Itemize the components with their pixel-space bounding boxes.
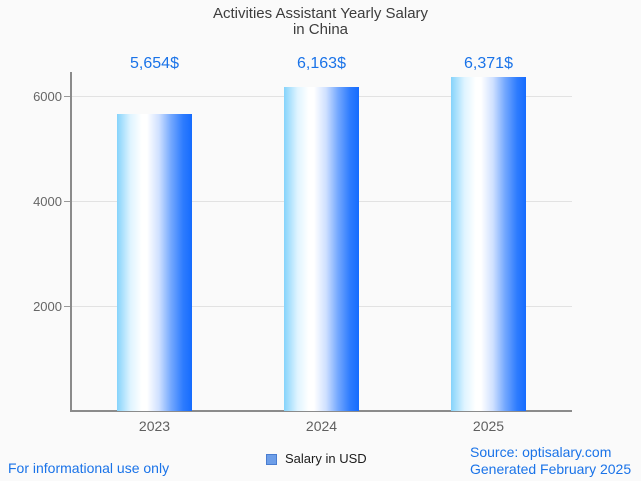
bar-2023 [117,114,192,411]
x-tick-label-2025: 2025 [472,418,505,434]
x-axis-line [70,410,572,412]
value-label-2024: 6,163$ [297,55,346,72]
footer-generated-line: Generated February 2025 [470,461,632,477]
value-label-2023: 5,654$ [130,55,179,72]
y-axis-line [70,72,72,411]
value-label-2025: 6,371$ [464,55,513,72]
chart-title: Activities Assistant Yearly Salary in Ch… [0,6,641,38]
chart-title-line1: Activities Assistant Yearly Salary [212,5,429,22]
legend: Salary in USD [266,452,367,466]
y-tick-label-2000: 2000 [33,299,62,314]
bar-2024 [284,87,359,411]
y-tick-mark-2000 [64,306,70,307]
footer-source-line: Source: optisalary.com [470,444,612,460]
y-tick-mark-4000 [64,201,70,202]
footer-source: Source: optisalary.com Generated Februar… [470,444,631,478]
y-tick-label-4000: 4000 [33,194,62,209]
chart-title-line2: in China [292,21,349,38]
bar-2025 [451,76,526,411]
footer-disclaimer: For informational use only [8,460,170,476]
y-tick-mark-6000 [64,96,70,97]
legend-label: Salary in USD [285,451,367,466]
legend-marker-icon [266,453,277,465]
y-tick-label-6000: 6000 [33,89,62,104]
x-tick-label-2023: 2023 [138,418,171,434]
x-tick-label-2024: 2024 [305,418,338,434]
